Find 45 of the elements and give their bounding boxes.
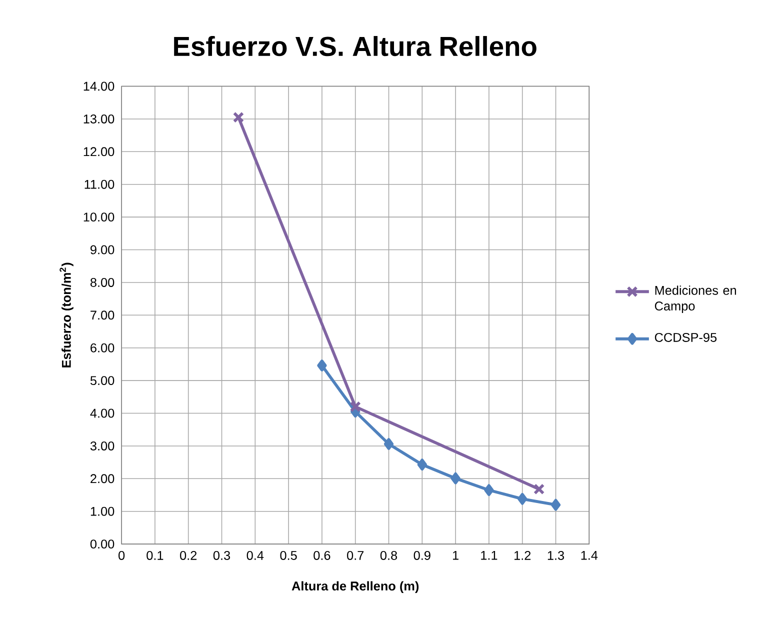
x-tick-label: 1.2 (514, 550, 531, 560)
point (484, 484, 494, 496)
x-tick-label: 0.1 (146, 550, 164, 560)
x-tick-label: 0.4 (246, 550, 264, 560)
x-tick-label: 1.3 (548, 550, 564, 560)
x-tick-label: 0 (118, 550, 125, 560)
y-tick-label: 1.00 (90, 506, 114, 516)
x-tick-label: 0.7 (347, 550, 364, 560)
y-tick-label: 12.00 (84, 147, 114, 156)
point (317, 360, 327, 372)
y-tick-label: 13.00 (84, 114, 114, 124)
x-tick-label: 0.9 (414, 550, 430, 560)
x-tick-label: 1 (453, 550, 458, 560)
point (518, 492, 528, 505)
y-tick-label: 7.00 (90, 310, 114, 320)
y-tick-label: 11.00 (84, 180, 114, 189)
point (533, 483, 545, 495)
y-tick-label: 0.00 (90, 540, 114, 549)
point (550, 498, 561, 511)
x-tick-label: 0.6 (314, 550, 330, 560)
x-tick-label: 0.5 (280, 550, 297, 560)
x-axis-title: Altura de Relleno (m) (292, 581, 419, 593)
y-tick-label: 3.00 (90, 441, 114, 450)
x-tick-label: 0.3 (213, 550, 230, 560)
y-tick-label: 9.00 (90, 245, 114, 254)
point (384, 438, 394, 450)
x-tick-label: 0.2 (180, 550, 197, 560)
point (417, 458, 427, 471)
point (232, 112, 244, 123)
x-tick-label: 0.8 (380, 550, 398, 560)
point (450, 472, 460, 484)
point (350, 401, 361, 412)
y-tick-label: 14.00 (84, 82, 114, 91)
chart-title: Esfuerzo V.S. Altura Relleno (174, 36, 536, 56)
legend-label: CCDSP-95 (654, 332, 717, 342)
y-tick-label: 4.00 (90, 408, 114, 418)
x-tick-label: 1.1 (481, 550, 498, 560)
y-tick-label: 10.00 (84, 212, 114, 222)
y-tick-label: 5.00 (90, 376, 114, 386)
y-tick-label: 8.00 (90, 278, 114, 287)
x-tick-label: 1.4 (581, 550, 598, 560)
y-tick-label: 6.00 (90, 343, 114, 352)
y-axis-title: Esfuerzo (ton/m$^{2}$) (60, 262, 74, 368)
y-tick-label: 2.00 (90, 474, 114, 484)
legend-label: Mediciones en Campo (654, 286, 736, 313)
